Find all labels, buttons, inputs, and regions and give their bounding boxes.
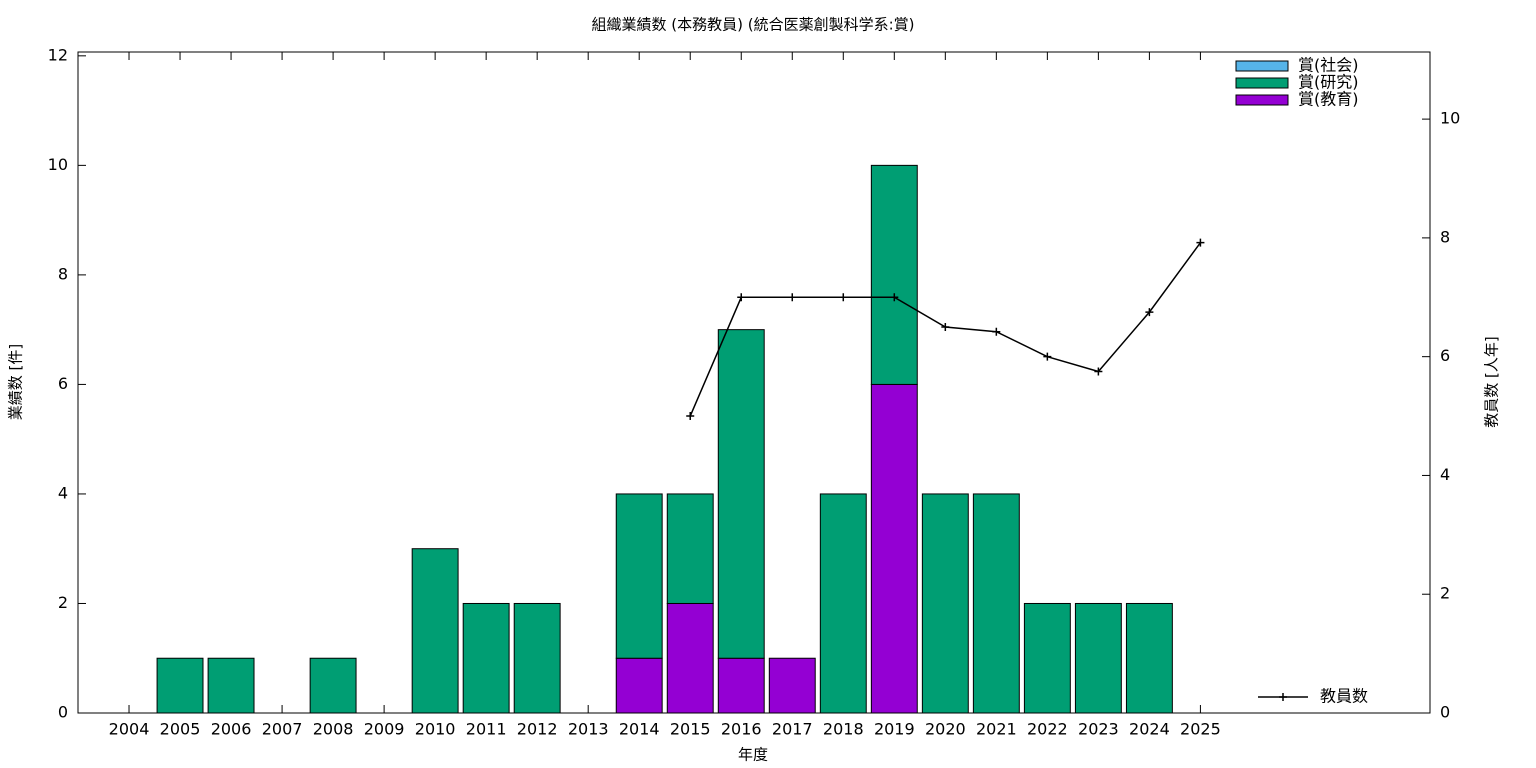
bar bbox=[870, 383, 918, 714]
legend-swatch bbox=[1235, 60, 1289, 72]
y2-tick-label: 6 bbox=[1440, 346, 1450, 365]
point-marker bbox=[1196, 238, 1205, 247]
x-axis-label: 年度 bbox=[738, 746, 768, 764]
x-tick-label: 2023 bbox=[1078, 720, 1119, 739]
bar bbox=[1125, 602, 1173, 714]
y-tick-label: 12 bbox=[48, 45, 68, 64]
x-tick-label: 2012 bbox=[517, 720, 558, 739]
bar bbox=[615, 493, 663, 659]
y-tick-label: 6 bbox=[58, 374, 68, 393]
point-marker bbox=[1043, 352, 1052, 361]
bar bbox=[615, 657, 663, 714]
x-tick-label: 2018 bbox=[823, 720, 864, 739]
point-marker bbox=[788, 293, 797, 302]
x-tick-label: 2007 bbox=[262, 720, 303, 739]
y2-axis-label: 教員数 [人年] bbox=[1483, 336, 1501, 427]
legend-label: 教員数 bbox=[1320, 687, 1368, 706]
point-marker bbox=[890, 293, 899, 302]
y-tick-label: 2 bbox=[58, 593, 68, 612]
legend-label: 賞(教育) bbox=[1298, 90, 1359, 109]
x-tick-label: 2008 bbox=[313, 720, 354, 739]
x-tick-label: 2020 bbox=[925, 720, 966, 739]
x-tick-label: 2017 bbox=[772, 720, 813, 739]
point-marker bbox=[737, 293, 746, 302]
bar bbox=[717, 329, 765, 659]
bar bbox=[207, 657, 255, 714]
y-tick-label: 4 bbox=[58, 483, 68, 502]
bar bbox=[1023, 602, 1071, 714]
y2-tick-label: 2 bbox=[1440, 584, 1450, 603]
bar bbox=[921, 493, 969, 714]
bar bbox=[462, 602, 510, 714]
bar bbox=[819, 493, 867, 714]
x-tick-label: 2009 bbox=[364, 720, 405, 739]
legend-label: 賞(社会) bbox=[1298, 56, 1359, 75]
point-marker bbox=[1145, 308, 1154, 317]
x-tick-label: 2024 bbox=[1129, 720, 1170, 739]
x-tick-label: 2021 bbox=[976, 720, 1017, 739]
legend-swatch bbox=[1235, 94, 1289, 106]
chart-title: 組織業績数 (本務教員) (統合医薬創製科学系:賞) bbox=[591, 16, 914, 34]
y-tick-label: 10 bbox=[48, 155, 68, 174]
point-marker bbox=[941, 322, 950, 331]
bar bbox=[666, 493, 714, 604]
y2-tick-label: 0 bbox=[1440, 703, 1450, 722]
point-marker bbox=[992, 327, 1001, 336]
plot-frame bbox=[77, 51, 1431, 714]
y2-tick-label: 8 bbox=[1440, 227, 1450, 246]
point-marker bbox=[1094, 367, 1103, 376]
y-tick-label: 0 bbox=[58, 703, 68, 722]
bar bbox=[870, 164, 918, 385]
y2-tick-label: 10 bbox=[1440, 109, 1460, 128]
y2-tick-label: 4 bbox=[1440, 465, 1450, 484]
bar bbox=[156, 657, 204, 714]
point-marker bbox=[686, 412, 695, 421]
x-tick-label: 2025 bbox=[1180, 720, 1221, 739]
legend-label: 賞(研究) bbox=[1298, 73, 1359, 92]
x-tick-label: 2010 bbox=[415, 720, 456, 739]
legend-marker bbox=[1279, 693, 1287, 701]
legend-swatch bbox=[1235, 77, 1289, 89]
x-tick-label: 2016 bbox=[721, 720, 762, 739]
x-tick-label: 2022 bbox=[1027, 720, 1068, 739]
x-tick-label: 2015 bbox=[670, 720, 711, 739]
y-tick-label: 8 bbox=[58, 264, 68, 283]
x-tick-label: 2005 bbox=[160, 720, 201, 739]
bar bbox=[768, 657, 816, 714]
bar bbox=[717, 657, 765, 714]
bar bbox=[411, 548, 459, 714]
bar bbox=[666, 602, 714, 714]
x-tick-label: 2019 bbox=[874, 720, 915, 739]
x-tick-label: 2011 bbox=[466, 720, 507, 739]
bar bbox=[1074, 602, 1122, 714]
x-tick-label: 2013 bbox=[568, 720, 609, 739]
bar bbox=[309, 657, 357, 714]
x-tick-label: 2006 bbox=[211, 720, 252, 739]
bar bbox=[513, 602, 561, 714]
x-tick-label: 2014 bbox=[619, 720, 660, 739]
bar bbox=[972, 493, 1020, 714]
y-axis-label: 業績数 [件] bbox=[7, 344, 25, 420]
x-tick-label: 2004 bbox=[109, 720, 150, 739]
point-marker bbox=[839, 293, 848, 302]
